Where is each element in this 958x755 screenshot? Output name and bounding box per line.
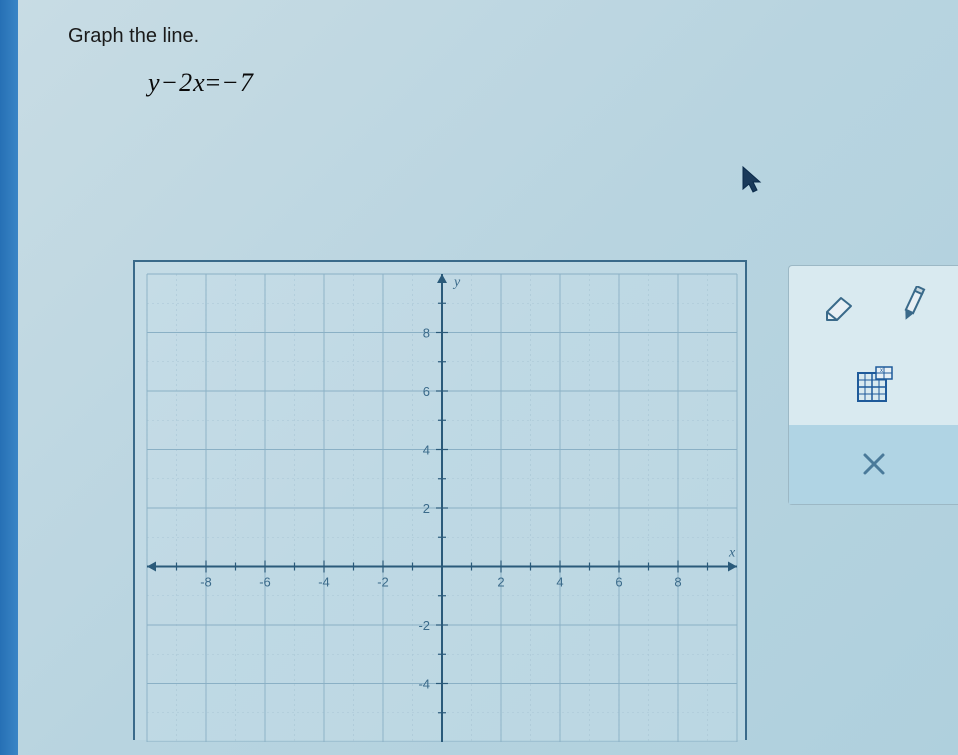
- tool-row-2: x: [789, 345, 958, 424]
- tool-row-3: [789, 425, 958, 504]
- equation-lhs: y−2x: [148, 68, 206, 97]
- close-button[interactable]: [849, 439, 899, 489]
- svg-text:y: y: [452, 275, 461, 290]
- svg-text:2: 2: [497, 575, 504, 590]
- cursor-icon: [740, 165, 762, 195]
- equation-eq: =: [206, 68, 222, 97]
- grid-tool-button[interactable]: x: [849, 360, 899, 410]
- toolbar-panel: x: [788, 265, 958, 505]
- svg-text:8: 8: [423, 326, 430, 341]
- svg-text:6: 6: [423, 384, 430, 399]
- pencil-icon: [897, 286, 927, 326]
- svg-text:x: x: [880, 368, 883, 374]
- eraser-icon: [815, 290, 855, 322]
- svg-text:4: 4: [556, 575, 563, 590]
- svg-text:2: 2: [423, 501, 430, 516]
- equation-rhs: −7: [221, 68, 254, 97]
- svg-text:-4: -4: [318, 575, 330, 590]
- left-edge-bar: [0, 0, 18, 755]
- pencil-button[interactable]: [887, 281, 937, 331]
- grid-tool-icon: x: [854, 365, 894, 405]
- close-icon: [859, 449, 889, 479]
- svg-text:-2: -2: [377, 575, 389, 590]
- svg-text:-4: -4: [418, 677, 430, 692]
- svg-text:-8: -8: [200, 575, 212, 590]
- svg-text:-6: -6: [259, 575, 271, 590]
- coordinate-grid[interactable]: -8 -6 -4 -2 2 4 6 8 2 4 6 8 -2 -4 y x: [133, 260, 747, 740]
- svg-text:8: 8: [674, 575, 681, 590]
- svg-text:-2: -2: [418, 618, 430, 633]
- tool-row-1: [789, 266, 958, 345]
- instruction-text: Graph the line.: [68, 25, 958, 48]
- svg-text:x: x: [728, 546, 736, 561]
- equation-text: y−2x=−7: [148, 68, 958, 98]
- svg-text:6: 6: [615, 575, 622, 590]
- grid-svg[interactable]: -8 -6 -4 -2 2 4 6 8 2 4 6 8 -2 -4 y x: [135, 262, 749, 742]
- svg-text:4: 4: [423, 443, 430, 458]
- eraser-button[interactable]: [810, 281, 860, 331]
